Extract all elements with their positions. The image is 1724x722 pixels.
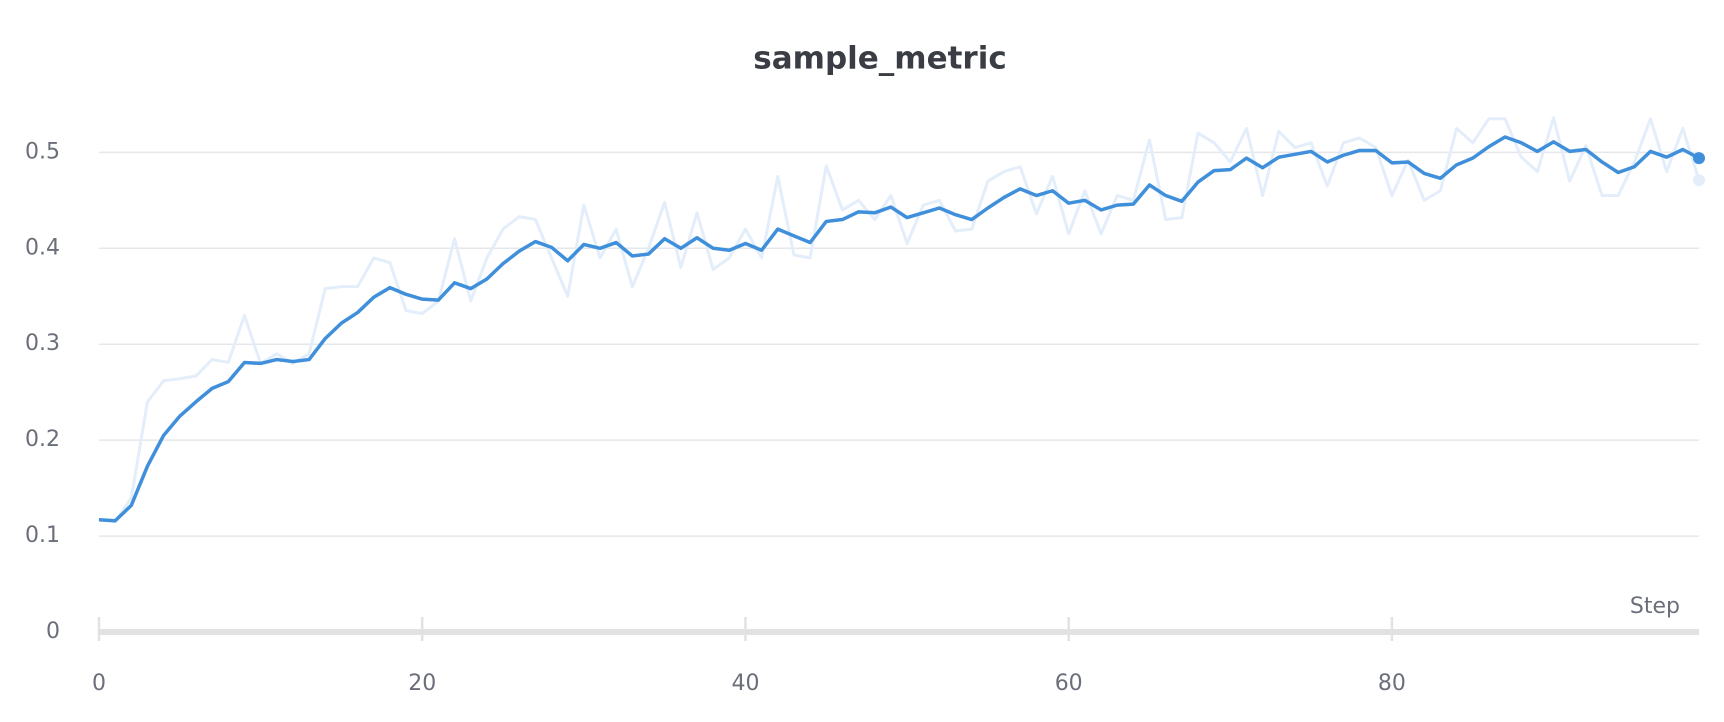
y-tick-label: 0 — [46, 619, 60, 644]
series-line — [98, 135, 1700, 523]
x-tick-label: 40 — [731, 671, 759, 696]
y-tick-label: 0.4 — [25, 235, 60, 260]
y-tick-label: 0.3 — [25, 331, 60, 356]
y-tick-label: 0.5 — [25, 139, 60, 164]
x-tick-label: 20 — [408, 671, 436, 696]
end-point — [1693, 174, 1705, 187]
end-point — [1693, 152, 1705, 165]
series-line — [98, 116, 1701, 524]
x-tick-label: 80 — [1378, 671, 1406, 696]
chart-title: sample_metric — [753, 41, 1006, 77]
x-tick-label: 0 — [92, 671, 106, 696]
x-axis-label: Step — [1630, 594, 1680, 619]
x-tick-label: 60 — [1055, 671, 1083, 696]
y-tick-label: 0.2 — [25, 427, 60, 452]
y-tick-label: 0.1 — [25, 523, 60, 548]
